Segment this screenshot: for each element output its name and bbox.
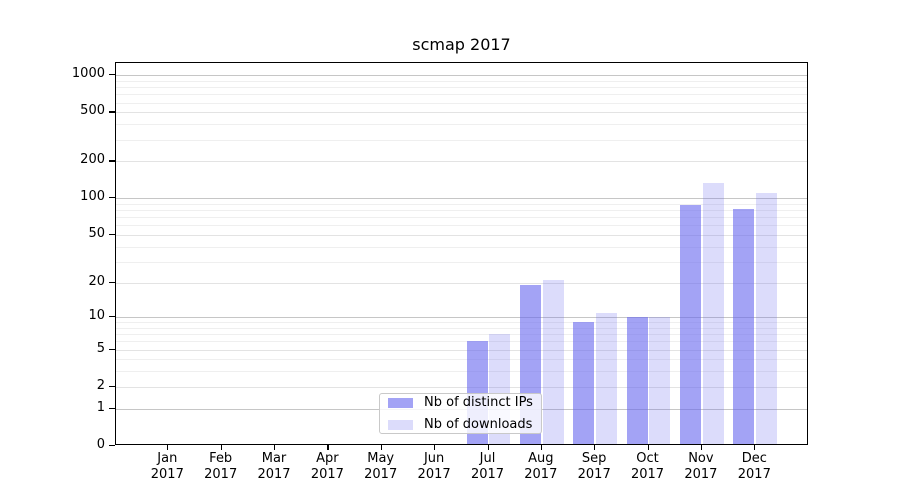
gridline xyxy=(116,198,807,200)
y-tick-label: 20 xyxy=(88,273,105,289)
y-tick-mark xyxy=(109,348,115,350)
legend-swatch-distinct-ips-icon xyxy=(388,397,413,408)
bar-distinct-ips-sep xyxy=(573,322,595,444)
x-tick-label-oct: Oct 2017 xyxy=(630,451,665,482)
gridline-minor xyxy=(116,225,807,227)
y-tick-label: 1000 xyxy=(71,66,105,82)
x-tick-label-jan: Jan 2017 xyxy=(150,451,184,482)
y-tick-label: 5 xyxy=(96,340,105,356)
bar-distinct-ips-nov xyxy=(680,205,701,444)
x-tick-mark xyxy=(327,445,329,450)
y-tick-label: 50 xyxy=(88,225,105,241)
y-tick-label: 2 xyxy=(96,377,105,393)
gridline xyxy=(116,317,807,319)
bar-downloads-dec xyxy=(756,193,778,444)
gridline-minor xyxy=(116,102,807,104)
x-tick-label-may: May 2017 xyxy=(364,451,398,482)
legend-label-downloads: Nb of downloads xyxy=(424,417,533,432)
x-tick-mark xyxy=(380,445,382,450)
chart-title: scmap 2017 xyxy=(412,35,511,54)
gridline-minor xyxy=(116,322,807,324)
gridline-minor xyxy=(116,371,807,373)
x-tick-mark xyxy=(434,445,436,450)
x-tick-label-jun: Jun 2017 xyxy=(417,451,451,482)
y-tick-mark xyxy=(109,111,115,113)
y-tick-label: 1 xyxy=(96,399,105,415)
y-tick-label: 500 xyxy=(80,103,105,119)
y-tick-label: 0 xyxy=(96,436,105,452)
y-tick-mark xyxy=(109,385,115,387)
gridline xyxy=(116,75,807,77)
gridline-minor xyxy=(116,246,807,248)
gridline xyxy=(116,112,807,114)
x-tick-mark xyxy=(754,445,756,450)
y-tick-mark xyxy=(109,316,115,318)
y-tick-label: 100 xyxy=(80,189,105,205)
gridline-minor xyxy=(116,327,807,329)
legend: Nb of distinct IPs Nb of downloads xyxy=(379,393,542,434)
gridline-minor xyxy=(116,210,807,212)
bar-downloads-nov xyxy=(702,182,724,444)
bar-distinct-ips-dec xyxy=(733,208,755,444)
gridline-minor xyxy=(116,359,807,361)
x-tick-mark xyxy=(274,445,276,450)
y-tick-label: 10 xyxy=(88,308,105,324)
legend-swatch-downloads-icon xyxy=(388,419,413,430)
gridline-minor xyxy=(116,341,807,343)
y-tick-mark xyxy=(109,74,115,76)
x-tick-label-aug: Aug 2017 xyxy=(524,451,558,482)
x-tick-mark xyxy=(594,445,596,450)
x-tick-mark xyxy=(487,445,489,450)
gridline-minor xyxy=(116,217,807,219)
bar-downloads-oct xyxy=(649,317,671,444)
x-tick-label-feb: Feb 2017 xyxy=(204,451,238,482)
x-tick-mark xyxy=(540,445,542,450)
gridline-minor xyxy=(116,94,807,96)
y-tick-label: 200 xyxy=(80,152,105,168)
y-tick-mark xyxy=(109,197,115,199)
gridline xyxy=(116,234,807,236)
gridline-minor xyxy=(116,261,807,263)
x-tick-label-sep: Sep 2017 xyxy=(577,451,611,482)
plot-area xyxy=(115,62,808,445)
gridline-minor xyxy=(116,87,807,89)
x-tick-label-jul: Jul 2017 xyxy=(470,451,505,482)
gridline-minor xyxy=(116,80,807,82)
gridline xyxy=(116,386,807,388)
legend-row-distinct-ips: Nb of distinct IPs xyxy=(388,395,533,410)
x-tick-mark xyxy=(647,445,649,450)
x-tick-mark xyxy=(167,445,169,450)
y-tick-mark xyxy=(109,160,115,162)
gridline xyxy=(116,161,807,163)
y-tick-mark xyxy=(109,281,115,283)
bar-downloads-sep xyxy=(596,312,618,444)
gridline xyxy=(116,349,807,351)
x-tick-label-dec: Dec 2017 xyxy=(737,451,771,482)
x-tick-mark xyxy=(220,445,222,450)
y-tick-mark xyxy=(109,233,115,236)
gridline-minor xyxy=(116,124,807,126)
bar-distinct-ips-oct xyxy=(626,317,648,444)
legend-label-distinct-ips: Nb of distinct IPs xyxy=(424,395,533,410)
gridline-minor xyxy=(116,334,807,336)
gridline-minor xyxy=(116,139,807,141)
gridline xyxy=(116,282,807,284)
x-tick-label-nov: Nov 2017 xyxy=(684,451,718,482)
y-tick-mark xyxy=(109,444,115,446)
gridline-minor xyxy=(116,203,807,205)
legend-row-downloads: Nb of downloads xyxy=(388,417,533,432)
x-tick-mark xyxy=(700,445,703,450)
bar-downloads-aug xyxy=(542,280,564,444)
x-tick-label-mar: Mar 2017 xyxy=(257,451,291,482)
y-tick-mark xyxy=(109,407,115,409)
x-tick-label-apr: Apr 2017 xyxy=(310,451,344,482)
